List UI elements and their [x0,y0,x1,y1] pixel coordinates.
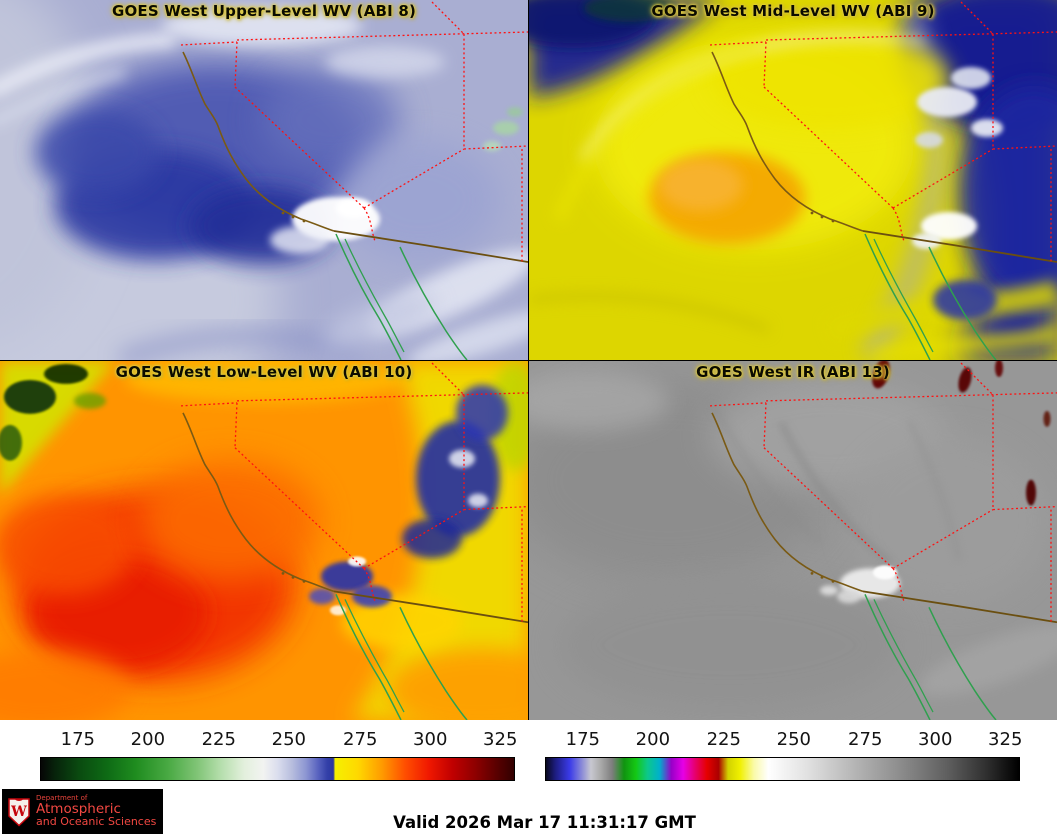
colorbar-tick: 225 [706,729,741,750]
ir-image [529,361,1057,720]
colorbar-row: 175 200 225 250 275 300 325 175 200 225 … [0,720,1057,786]
colorbar-tick: 250 [271,729,306,750]
panel-title: GOES West Mid-Level WV (ABI 9) [651,2,935,20]
colorbar-tick: 225 [201,729,236,750]
logo-name-line1: Atmospheric [36,801,121,818]
uw-aos-logo[interactable]: W Department of Atmospheric and Oceanic … [2,789,163,834]
low-level-wv-image [0,361,528,720]
panel-low-level-wv: GOES West Low-Level WV (ABI 10) [0,361,528,720]
logo-name-line2: and Oceanic Sciences [36,815,157,829]
panel-title: GOES West Low-Level WV (ABI 10) [115,363,413,381]
wv-colorbar-group: 175 200 225 250 275 300 325 [0,720,528,786]
footer: W Department of Atmospheric and Oceanic … [0,786,1057,836]
colorbar-tick: 325 [483,729,518,750]
panel-ir: GOES West IR (ABI 13) [529,361,1057,720]
wv-colorbar-ticks: 175 200 225 250 275 300 325 [40,729,518,751]
panel-title: GOES West IR (ABI 13) [696,363,890,381]
logo-dept-label: Department of [36,793,88,802]
ir-colorbar [545,757,1020,781]
svg-text:W: W [10,804,27,820]
ir-colorbar-group: 175 200 225 250 275 300 325 [529,720,1057,786]
upper-level-wv-image [0,0,528,360]
colorbar-tick: 300 [918,729,953,750]
panel-title: GOES West Upper-Level WV (ABI 8) [111,2,417,20]
ir-colorbar-ticks: 175 200 225 250 275 300 325 [545,729,1023,751]
colorbar-tick: 250 [776,729,811,750]
wv-colorbar [40,757,515,781]
colorbar-tick: 275 [848,729,883,750]
panel-mid-level-wv: GOES West Mid-Level WV (ABI 9) [529,0,1057,360]
colorbar-tick: 325 [988,729,1023,750]
panel-grid: GOES West Upper-Level WV (ABI 8) [0,0,1057,720]
colorbar-tick: 200 [130,729,166,750]
valid-timestamp: Valid 2026 Mar 17 11:31:17 GMT [393,813,696,832]
uw-crest-icon: W [8,797,30,827]
colorbar-tick: 175 [565,729,601,750]
mid-level-wv-image [529,0,1057,360]
colorbar-tick: 275 [343,729,378,750]
colorbar-tick: 200 [635,729,671,750]
panel-upper-level-wv: GOES West Upper-Level WV (ABI 8) [0,0,528,360]
colorbar-tick: 300 [413,729,448,750]
colorbar-tick: 175 [60,729,96,750]
